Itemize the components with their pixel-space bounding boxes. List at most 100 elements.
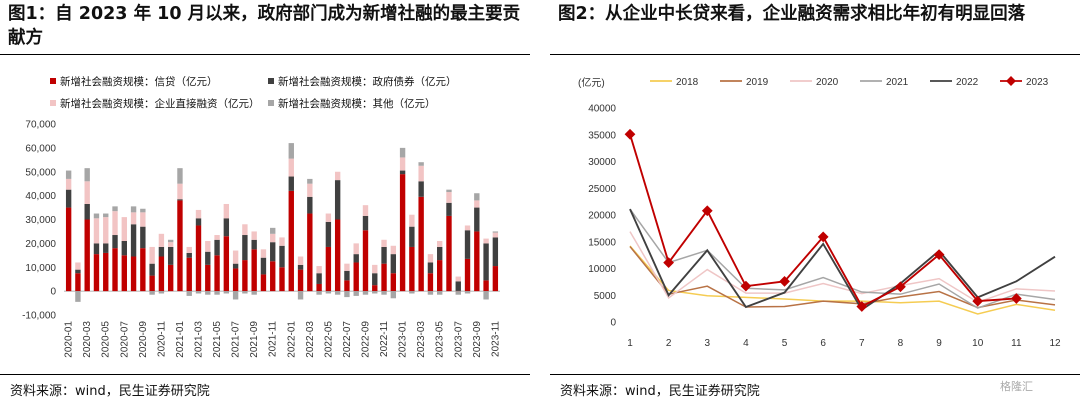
- y-tick-label: 25000: [588, 184, 616, 195]
- bar-segment: [297, 269, 304, 292]
- bar-segment: [195, 218, 202, 226]
- bar-segment: [474, 231, 480, 292]
- bar-segment: [214, 235, 220, 240]
- bar-segment: [75, 269, 81, 274]
- bar-segment: [158, 246, 165, 257]
- bar-segment: [214, 255, 220, 292]
- bar-segment: [418, 196, 424, 292]
- legend-swatch-direct-financing: [50, 100, 56, 106]
- bar-segment: [158, 291, 165, 294]
- bar-segment: [223, 236, 230, 292]
- bar-segment: [177, 200, 183, 292]
- bar-segment: [362, 205, 369, 216]
- bar-segment: [353, 262, 359, 292]
- bar-segment: [260, 274, 267, 292]
- bar-segment: [381, 246, 387, 264]
- legend-item-other: 新增社会融资规模：其他（亿元）: [268, 96, 436, 111]
- bar-segment: [84, 181, 90, 204]
- bar-segment: [288, 190, 294, 292]
- bar-segment: [307, 178, 313, 184]
- right-source-note: 资料来源：wind，民生证券研究院: [560, 384, 760, 399]
- bar-segment: [316, 291, 322, 295]
- bar-segment: [103, 252, 109, 292]
- bar-segment: [390, 273, 397, 292]
- bar-segment: [93, 254, 100, 292]
- bar-segment: [205, 240, 211, 252]
- bar-segment: [325, 246, 332, 292]
- bar-segment: [103, 243, 109, 253]
- bar-segment: [130, 212, 137, 225]
- legend-marker-2023: [1006, 76, 1016, 86]
- bar-segment: [344, 270, 350, 281]
- bar-segment: [409, 291, 415, 294]
- bar-segment: [140, 208, 146, 213]
- bar-segment: [186, 257, 192, 292]
- bar-segment: [362, 291, 369, 295]
- y-tick-label: 50,000: [25, 167, 56, 178]
- bar-segment: [270, 242, 276, 262]
- bar-segment: [409, 226, 415, 247]
- x-tick-label: 9: [936, 338, 942, 349]
- bar-segment: [167, 242, 174, 247]
- bar-segment: [103, 217, 109, 244]
- bar-segment: [232, 263, 239, 269]
- left-bottom-rule: [0, 374, 530, 375]
- y-tick-label: 5000: [594, 291, 617, 302]
- bar-segment: [130, 256, 137, 292]
- bar-segment: [353, 254, 359, 263]
- bar-segment: [390, 245, 397, 255]
- x-tick-label: 3: [704, 338, 710, 349]
- bar-segment: [167, 239, 174, 243]
- x-tick-label: 2023-01: [398, 321, 409, 358]
- bar-segment: [390, 291, 397, 299]
- bar-segment: [75, 262, 81, 270]
- bar-segment: [381, 263, 387, 292]
- legend-item-govbond: 新增社会融资规模：政府债券（亿元）: [268, 74, 457, 89]
- legend-label-2018: 2018: [676, 77, 699, 88]
- bar-segment: [464, 291, 471, 294]
- series-line-2018: [629, 245, 1056, 315]
- bar-segment: [232, 250, 239, 264]
- bar-segment: [362, 230, 369, 292]
- bar-segment: [344, 291, 350, 298]
- bar-segment: [251, 231, 257, 240]
- bar-segment: [372, 285, 378, 292]
- bar-segment: [381, 291, 387, 295]
- x-tick-label: 2020-09: [138, 321, 149, 358]
- bar-segment: [427, 291, 434, 295]
- bar-segment: [316, 283, 322, 292]
- series-line-2021: [629, 208, 1056, 309]
- legend-label-2019: 2019: [746, 77, 769, 88]
- bar-segment: [334, 180, 341, 220]
- bar-segment: [464, 225, 471, 231]
- bar-segment: [270, 227, 276, 234]
- x-tick-label: 5: [782, 338, 788, 349]
- bar-segment: [399, 147, 406, 158]
- bar-segment: [251, 291, 257, 295]
- x-tick-label: 2021-09: [249, 321, 260, 358]
- bar-segment: [325, 221, 332, 247]
- bar-segment: [103, 213, 109, 218]
- bar-segment: [112, 235, 118, 249]
- bar-segment: [195, 209, 202, 219]
- x-tick-label: 2023-03: [416, 321, 427, 358]
- bar-segment: [455, 276, 461, 282]
- bar-segment: [205, 251, 211, 265]
- bar-segment: [177, 199, 183, 201]
- y-tick-label: 0: [610, 318, 616, 329]
- bar-segment: [75, 291, 81, 302]
- point-marker-2023: [740, 280, 752, 292]
- y-tick-label: 20000: [588, 211, 616, 222]
- y-tick-label: 10000: [588, 264, 616, 275]
- y-tick-label: -10,000: [22, 311, 56, 322]
- x-tick-label: 6: [820, 338, 826, 349]
- bar-segment: [112, 248, 118, 292]
- watermark-text: 格隆汇: [1000, 380, 1033, 393]
- x-tick-label: 2023-11: [490, 321, 501, 357]
- bar-segment: [316, 266, 322, 274]
- bar-segment: [84, 219, 90, 292]
- bar-segment: [288, 158, 294, 177]
- x-tick-label: 2022-01: [286, 321, 297, 358]
- bar-segment: [279, 237, 285, 246]
- bar-segment: [149, 291, 155, 295]
